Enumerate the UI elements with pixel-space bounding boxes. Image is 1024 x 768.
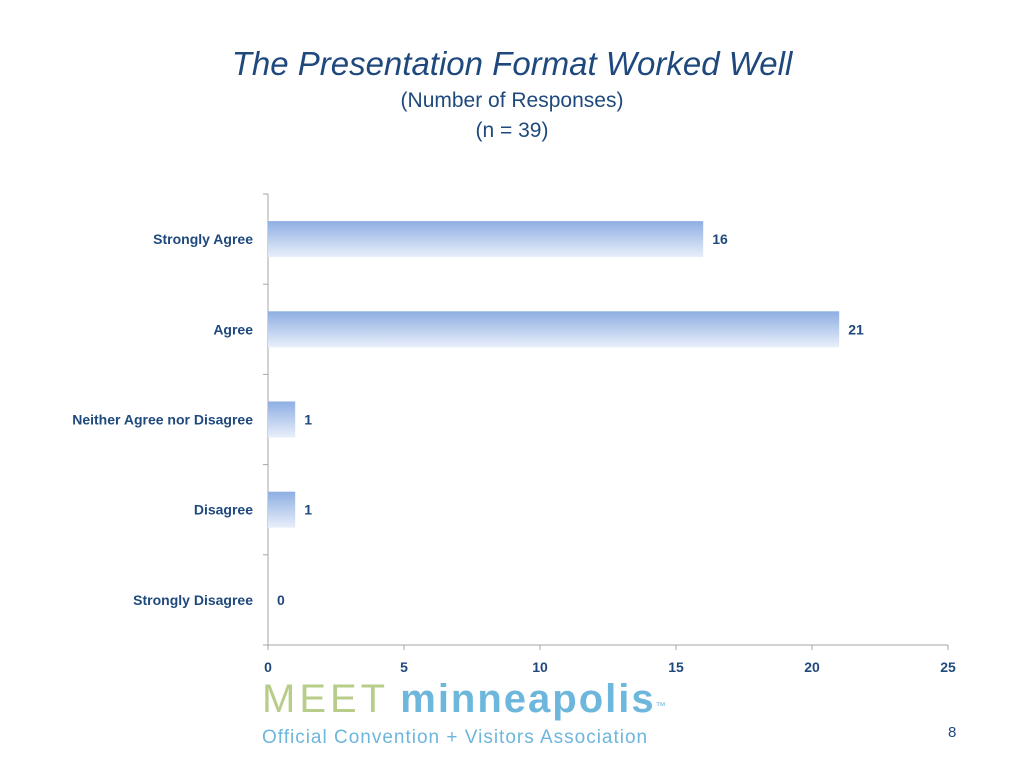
- bar: [268, 311, 840, 348]
- data-label: 0: [277, 592, 285, 608]
- x-tick-label: 0: [264, 659, 272, 675]
- logo-word-minneapolis: minneapolis: [400, 677, 656, 721]
- chart-title: The Presentation Format Worked Well: [231, 45, 793, 82]
- y-category-label: Neither Agree nor Disagree: [72, 412, 253, 428]
- data-label: 21: [848, 321, 864, 337]
- data-label: 16: [712, 231, 728, 247]
- data-label: 1: [304, 502, 312, 518]
- logo-wordmark: MEET minneapolis™: [262, 674, 666, 724]
- page-number: 8: [948, 724, 957, 741]
- chart-sample-size: (n = 39): [475, 119, 549, 142]
- meet-minneapolis-logo: MEET minneapolis™ Official Convention + …: [262, 674, 666, 750]
- y-category-label: Strongly Agree: [153, 231, 253, 247]
- x-tick-label: 20: [804, 659, 820, 675]
- bar: [268, 401, 296, 438]
- bar: [268, 221, 704, 258]
- chart-subtitle: (Number of Responses): [400, 89, 624, 112]
- x-tick-label: 5: [400, 659, 408, 675]
- bar: [268, 491, 296, 528]
- y-category-label: Agree: [213, 321, 253, 337]
- y-category-label: Disagree: [194, 502, 253, 518]
- logo-tagline: Official Convention + Visitors Associati…: [262, 727, 649, 748]
- x-tick-label: 15: [668, 659, 684, 675]
- logo-word-meet: MEET: [262, 677, 390, 721]
- logo-trademark: ™: [655, 701, 666, 712]
- data-label: 1: [304, 412, 312, 428]
- chart-title-block: The Presentation Format Worked Well (Num…: [0, 42, 1024, 146]
- x-tick-label: 25: [940, 659, 956, 675]
- y-category-label: Strongly Disagree: [133, 592, 253, 608]
- x-tick-label: 10: [532, 659, 548, 675]
